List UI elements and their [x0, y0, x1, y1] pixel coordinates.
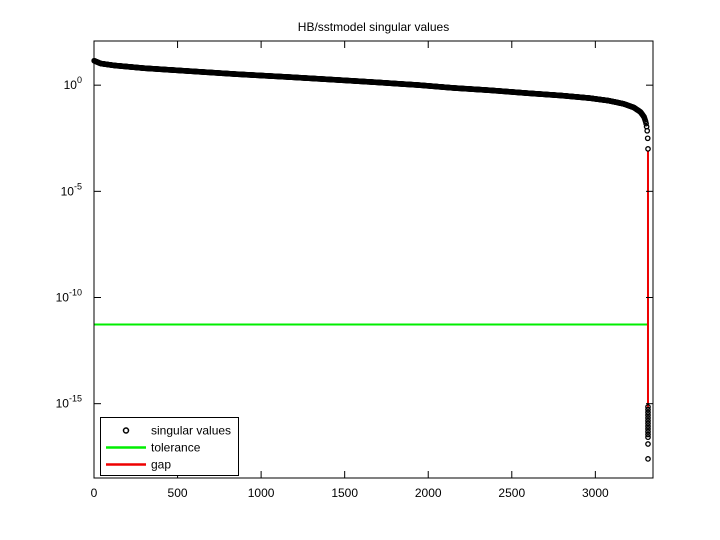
singular-value-marker — [645, 428, 651, 435]
singular-value-marker — [645, 412, 651, 418]
y-tick-label: 10-5 — [61, 181, 82, 198]
x-tick-label: 3000 — [582, 486, 609, 500]
singular-values-series — [91, 57, 651, 462]
singular-value-marker — [645, 431, 651, 438]
legend-label-1: tolerance — [151, 441, 201, 455]
x-tick-label: 1500 — [331, 486, 358, 500]
x-tick-label: 2500 — [498, 486, 525, 500]
singular-value-marker — [645, 415, 651, 421]
x-tick-label: 2000 — [415, 486, 442, 500]
singular-value-marker — [645, 406, 651, 413]
singular-value-marker — [645, 423, 651, 430]
singular-value-marker — [644, 135, 651, 142]
singular-value-marker — [645, 404, 651, 410]
x-tick-label: 1000 — [248, 486, 275, 500]
legend-marker-0 — [122, 427, 130, 434]
legend-label-2: gap — [151, 458, 171, 472]
legend: singular values tolerance gap — [100, 417, 239, 476]
singular-value-marker — [645, 426, 651, 432]
chart-title: HB/sstmodel singular values — [298, 20, 449, 34]
singular-value-marker — [645, 420, 651, 427]
singular-value-marker — [645, 434, 651, 441]
singular-value-marker — [645, 409, 651, 416]
x-tick-label: 0 — [91, 486, 98, 500]
singular-value-marker — [645, 441, 651, 447]
y-tick-label: 10-10 — [56, 288, 82, 305]
singular-value-marker — [644, 127, 651, 134]
singular-value-marker — [643, 120, 649, 127]
singular-value-marker — [645, 417, 651, 424]
x-tick-label: 500 — [168, 486, 188, 500]
plot-area: 0 500 1000 1500 2000 2500 3000 100 10-5 10-10 10-1… — [56, 40, 654, 500]
singular-value-marker — [645, 456, 651, 462]
axes-box — [93, 40, 654, 479]
y-tick-label: 10-15 — [56, 394, 82, 411]
y-tick-label: 100 — [64, 75, 82, 92]
singular-value-marker — [645, 146, 651, 152]
legend-label-0: singular values — [151, 424, 231, 438]
